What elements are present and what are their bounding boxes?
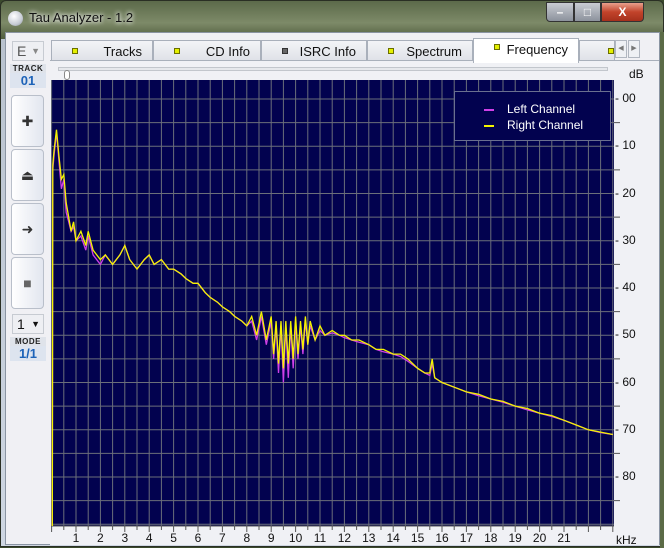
y-tick-value: 80 (622, 469, 636, 483)
left-panel: E ▼ TRACK 01 ✚ ⏏ ➜ ■ 1 ▼ MODE 1/1 (10, 39, 46, 539)
x-tick-label: 9 (267, 531, 275, 545)
y-tick-label: - 10 (615, 138, 636, 153)
y-tick-label: - 70 (615, 421, 636, 436)
x-axis-label: kHz (616, 533, 637, 547)
tab-isrc-info[interactable]: ISRC Info (261, 40, 367, 62)
x-tick-label: 11 (313, 531, 327, 545)
track-value: 01 (10, 73, 46, 88)
legend-swatch (484, 109, 494, 111)
x-tick-label: 10 (288, 531, 303, 545)
drive-select[interactable]: E ▼ (12, 41, 44, 61)
track-label: TRACK (10, 64, 46, 73)
tab-scroll-left-button[interactable]: ◀ (615, 40, 627, 58)
status-indicator-icon (282, 48, 288, 54)
x-tick-label: 5 (170, 531, 177, 545)
x-tick-label: 16 (435, 531, 449, 545)
stop-button[interactable]: ■ (11, 257, 44, 309)
legend-item-left: Left Channel (455, 102, 612, 118)
status-indicator-icon (388, 48, 394, 54)
y-tick-value: 20 (622, 185, 636, 200)
tab-frequency[interactable]: Frequency (473, 38, 579, 63)
status-indicator-icon (174, 48, 180, 54)
y-tick-label: - 60 (615, 374, 636, 389)
maximize-button[interactable]: □ (574, 2, 601, 22)
status-indicator-icon (608, 48, 614, 54)
x-tick-label: 15 (410, 531, 425, 545)
drive-value: E (17, 43, 27, 59)
tab-label: Frequency (506, 42, 568, 57)
y-tick-value: 70 (622, 421, 636, 436)
mode-select[interactable]: 1 ▼ (12, 314, 44, 334)
y-tick-value: 50 (622, 327, 636, 342)
play-button[interactable]: ➜ (11, 203, 44, 255)
legend-label: Left Channel (507, 102, 576, 116)
tab-label: CD Info (205, 44, 250, 59)
x-tick-label: 3 (121, 531, 129, 545)
x-tick-label: 17 (459, 531, 474, 545)
tab-bar: Tracks CD Info ISRC Info Spectrum Freque… (51, 38, 646, 63)
tab-overflow[interactable] (579, 40, 615, 62)
mode-select-value: 1 (17, 316, 25, 332)
window-title: Tau Analyzer - 1.2 (29, 10, 134, 25)
stop-icon: ■ (23, 275, 32, 291)
status-indicator-icon (72, 48, 78, 54)
x-tick-label: 2 (97, 531, 104, 545)
chart-legend: Left Channel Right Channel (454, 91, 611, 141)
mode-label: MODE (10, 337, 46, 346)
tab-cd-info[interactable]: CD Info (153, 40, 261, 62)
y-tick-value: 00 (622, 91, 636, 105)
tab-label: Spectrum (406, 44, 462, 59)
x-tick-label: 19 (508, 531, 522, 545)
x-tick-label: 12 (337, 531, 352, 545)
y-tick-label: - 30 (615, 232, 636, 247)
app-icon (8, 11, 23, 26)
position-slider[interactable] (58, 67, 608, 80)
y-tick-label: - 20 (615, 185, 636, 200)
chevron-down-icon: ▼ (31, 319, 40, 329)
eject-button[interactable]: ⏏ (11, 149, 44, 201)
chevron-down-icon: ▼ (31, 46, 40, 56)
x-tick-label: 8 (243, 531, 251, 545)
legend-item-right: Right Channel (455, 118, 612, 134)
zoom-in-button[interactable]: ✚ (11, 95, 44, 147)
x-tick-label: 6 (194, 531, 202, 545)
legend-swatch (484, 125, 494, 127)
mode-value: 1/1 (10, 346, 46, 361)
x-tick-label: 18 (484, 531, 498, 545)
right-channel-line (51, 129, 613, 527)
eject-icon: ⏏ (20, 167, 35, 183)
y-tick-value: 30 (622, 232, 636, 247)
close-button[interactable]: X (601, 2, 644, 22)
x-tick-label: 21 (557, 531, 571, 545)
slider-thumb[interactable] (64, 70, 70, 80)
plus-icon: ✚ (21, 113, 34, 129)
x-tick-label: 14 (386, 531, 400, 545)
y-axis-label: dB (629, 67, 644, 81)
minimize-button[interactable]: – (546, 2, 574, 22)
tab-label: ISRC Info (299, 44, 356, 59)
window-border (660, 32, 664, 548)
y-tick-label: - 50 (615, 327, 636, 342)
x-tick-label: 20 (532, 531, 547, 545)
arrow-right-icon: ➜ (21, 221, 34, 237)
tab-scroll-right-button[interactable]: ▶ (628, 40, 640, 58)
y-tick-value: 60 (622, 374, 636, 389)
y-tick-label: - 00 (615, 91, 636, 105)
status-indicator-icon (494, 44, 500, 50)
legend-label: Right Channel (507, 118, 584, 132)
tab-spectrum[interactable]: Spectrum (367, 40, 473, 62)
y-tick-label: - 40 (615, 280, 636, 294)
tab-tracks[interactable]: Tracks (51, 40, 153, 62)
y-tick-value: 10 (622, 138, 636, 153)
y-tick-value: 40 (622, 280, 636, 294)
y-tick-label: - 80 (615, 469, 636, 483)
tab-label: Tracks (103, 44, 142, 59)
x-tick-label: 7 (219, 531, 226, 545)
title-bar[interactable]: Tau Analyzer - 1.2 – □ X (1, 1, 663, 33)
x-tick-label: 4 (145, 531, 153, 545)
x-tick-label: 13 (362, 531, 376, 545)
x-tick-label: 1 (72, 531, 80, 545)
